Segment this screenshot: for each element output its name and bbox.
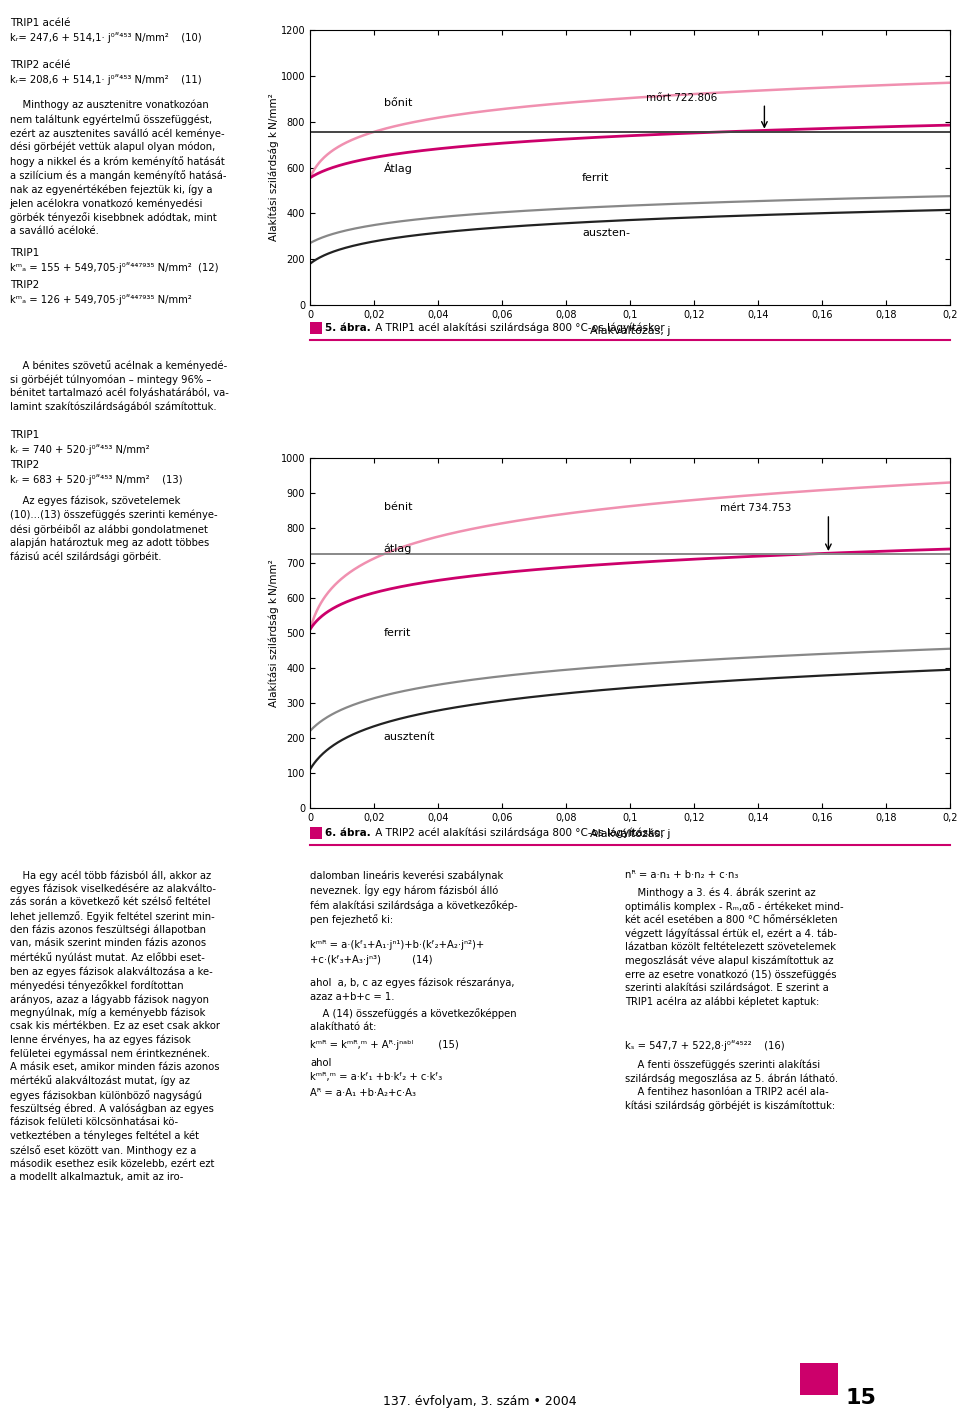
Text: ferrit: ferrit xyxy=(384,628,411,638)
Text: kᵣ = 740 + 520·j⁰ʺ⁴⁵³ N/mm²: kᵣ = 740 + 520·j⁰ʺ⁴⁵³ N/mm² xyxy=(10,443,149,455)
X-axis label: Alakváltozás, j: Alakváltozás, j xyxy=(589,325,670,336)
Y-axis label: Alakítási szilárdság k N/mm²: Alakítási szilárdság k N/mm² xyxy=(269,559,279,707)
Text: mőrt 722.806: mőrt 722.806 xyxy=(646,93,717,103)
Text: kᵣ = 683 + 520·j⁰ʺ⁴⁵³ N/mm²    (13): kᵣ = 683 + 520·j⁰ʺ⁴⁵³ N/mm² (13) xyxy=(10,474,182,484)
Text: kᵣ= 247,6 + 514,1· j⁰ʺ⁴⁵³ N/mm²    (10): kᵣ= 247,6 + 514,1· j⁰ʺ⁴⁵³ N/mm² (10) xyxy=(10,32,202,42)
Text: TRIP2: TRIP2 xyxy=(10,460,38,470)
Text: kᵐᴿ,ᵐ = a·kᶠ₁ +b·kᶠ₂ + c·kᶠ₃: kᵐᴿ,ᵐ = a·kᶠ₁ +b·kᶠ₂ + c·kᶠ₃ xyxy=(310,1072,443,1082)
Text: ahol: ahol xyxy=(310,1058,331,1067)
Text: A fenti összefüggés szerinti alakítási
szilárdság megoszlása az 5. ábrán látható: A fenti összefüggés szerinti alakítási s… xyxy=(625,1060,838,1111)
Text: ferrit: ferrit xyxy=(582,174,610,184)
Text: kᵐᴿ = a·(kᶠ₁+A₁·jⁿ¹)+b·(kᶠ₂+A₂·jⁿ²)+: kᵐᴿ = a·(kᶠ₁+A₁·jⁿ¹)+b·(kᶠ₂+A₂·jⁿ²)+ xyxy=(310,940,484,950)
Text: mért 734.753: mért 734.753 xyxy=(720,503,791,513)
Text: Az egyes fázisok, szövetelemek
(10)...(13) összefüggés szerinti keménye-
dési gö: Az egyes fázisok, szövetelemek (10)...(1… xyxy=(10,496,217,562)
Text: Aᴿ = a·A₁ +b·A₂+c·A₃: Aᴿ = a·A₁ +b·A₂+c·A₃ xyxy=(310,1089,416,1099)
Text: Átlag: Átlag xyxy=(384,162,413,174)
Text: dalomban lineáris keverési szabálynak
neveznek. Így egy három fázisból álló
fém : dalomban lineáris keverési szabálynak ne… xyxy=(310,870,517,925)
Text: nᴿ = a·n₁ + b·n₂ + c·n₃: nᴿ = a·n₁ + b·n₂ + c·n₃ xyxy=(625,870,738,880)
Y-axis label: Alakítási szilárdság k N/mm²: Alakítási szilárdság k N/mm² xyxy=(269,93,279,241)
Text: ausztenít: ausztenít xyxy=(384,731,435,741)
X-axis label: Alakváltozás, j: Alakváltozás, j xyxy=(589,829,670,839)
Text: azaz a+b+c = 1.: azaz a+b+c = 1. xyxy=(310,993,395,1003)
Text: auszten-: auszten- xyxy=(582,229,630,239)
Text: 6. ábra.: 6. ábra. xyxy=(325,827,371,837)
Text: bénit: bénit xyxy=(384,503,412,513)
Text: bőnit: bőnit xyxy=(384,97,412,107)
Text: A (14) összefüggés a következőképpen
alakítható át:: A (14) összefüggés a következőképpen ala… xyxy=(310,1008,516,1032)
Text: Ha egy acél több fázisból áll, akkor az
egyes fázisok viselkedésére az alakválto: Ha egy acél több fázisból áll, akkor az … xyxy=(10,870,220,1182)
Text: átlag: átlag xyxy=(384,544,412,555)
Text: TRIP2: TRIP2 xyxy=(10,280,38,289)
Text: A TRIP1 acél alakítási szilárdsága 800 °C-os lágyításkor: A TRIP1 acél alakítási szilárdsága 800 °… xyxy=(372,323,664,333)
Text: Minthogy az ausztenitre vonatkozóan
nem találtunk egyértelmű összefüggést,
ezért: Minthogy az ausztenitre vonatkozóan nem … xyxy=(10,100,227,236)
Text: +c·(kᶠ₃+A₃·jⁿ³)          (14): +c·(kᶠ₃+A₃·jⁿ³) (14) xyxy=(310,955,433,964)
Text: kᵣ= 208,6 + 514,1· j⁰ʺ⁴⁵³ N/mm²    (11): kᵣ= 208,6 + 514,1· j⁰ʺ⁴⁵³ N/mm² (11) xyxy=(10,73,202,85)
Text: TRIP2 acélé: TRIP2 acélé xyxy=(10,59,70,71)
Text: Minthogy a 3. és 4. ábrák szerint az
optimális komplex - Rₘ,αδ - értékeket mind-: Minthogy a 3. és 4. ábrák szerint az opt… xyxy=(625,888,844,1007)
Text: 15: 15 xyxy=(846,1388,876,1408)
Text: kᵐᴿ = kᵐᴿ,ᵐ + Aᴿ·jⁿᵃᵇˡ        (15): kᵐᴿ = kᵐᴿ,ᵐ + Aᴿ·jⁿᵃᵇˡ (15) xyxy=(310,1041,459,1051)
Text: 5. ábra.: 5. ábra. xyxy=(325,323,371,333)
Text: A TRIP2 acél alakítási szilárdsága 800 °C-os lágyításkor: A TRIP2 acél alakítási szilárdsága 800 °… xyxy=(372,827,664,839)
Text: TRIP1: TRIP1 xyxy=(10,249,38,258)
Text: kᵐₐ = 155 + 549,705·j⁰ʺ⁴⁴⁷⁹³⁵ N/mm²  (12): kᵐₐ = 155 + 549,705·j⁰ʺ⁴⁴⁷⁹³⁵ N/mm² (12) xyxy=(10,263,218,273)
Text: A bénites szövetű acélnak a keményedé-
si görbéjét túlnyomóan – mintegy 96% –
bé: A bénites szövetű acélnak a keményedé- s… xyxy=(10,360,228,412)
Text: TRIP1: TRIP1 xyxy=(10,431,38,441)
Text: TRIP1 acélé: TRIP1 acélé xyxy=(10,18,70,28)
Text: ahol  a, b, c az egyes fázisok részaránya,: ahol a, b, c az egyes fázisok részaránya… xyxy=(310,979,515,988)
Text: 137. évfolyam, 3. szám • 2004: 137. évfolyam, 3. szám • 2004 xyxy=(383,1395,577,1408)
Text: kₛ = 547,7 + 522,8·j⁰ʺ⁴⁵²²    (16): kₛ = 547,7 + 522,8·j⁰ʺ⁴⁵²² (16) xyxy=(625,1041,784,1051)
Text: kᵐₐ = 126 + 549,705·j⁰ʺ⁴⁴⁷⁹³⁵ N/mm²: kᵐₐ = 126 + 549,705·j⁰ʺ⁴⁴⁷⁹³⁵ N/mm² xyxy=(10,294,191,305)
